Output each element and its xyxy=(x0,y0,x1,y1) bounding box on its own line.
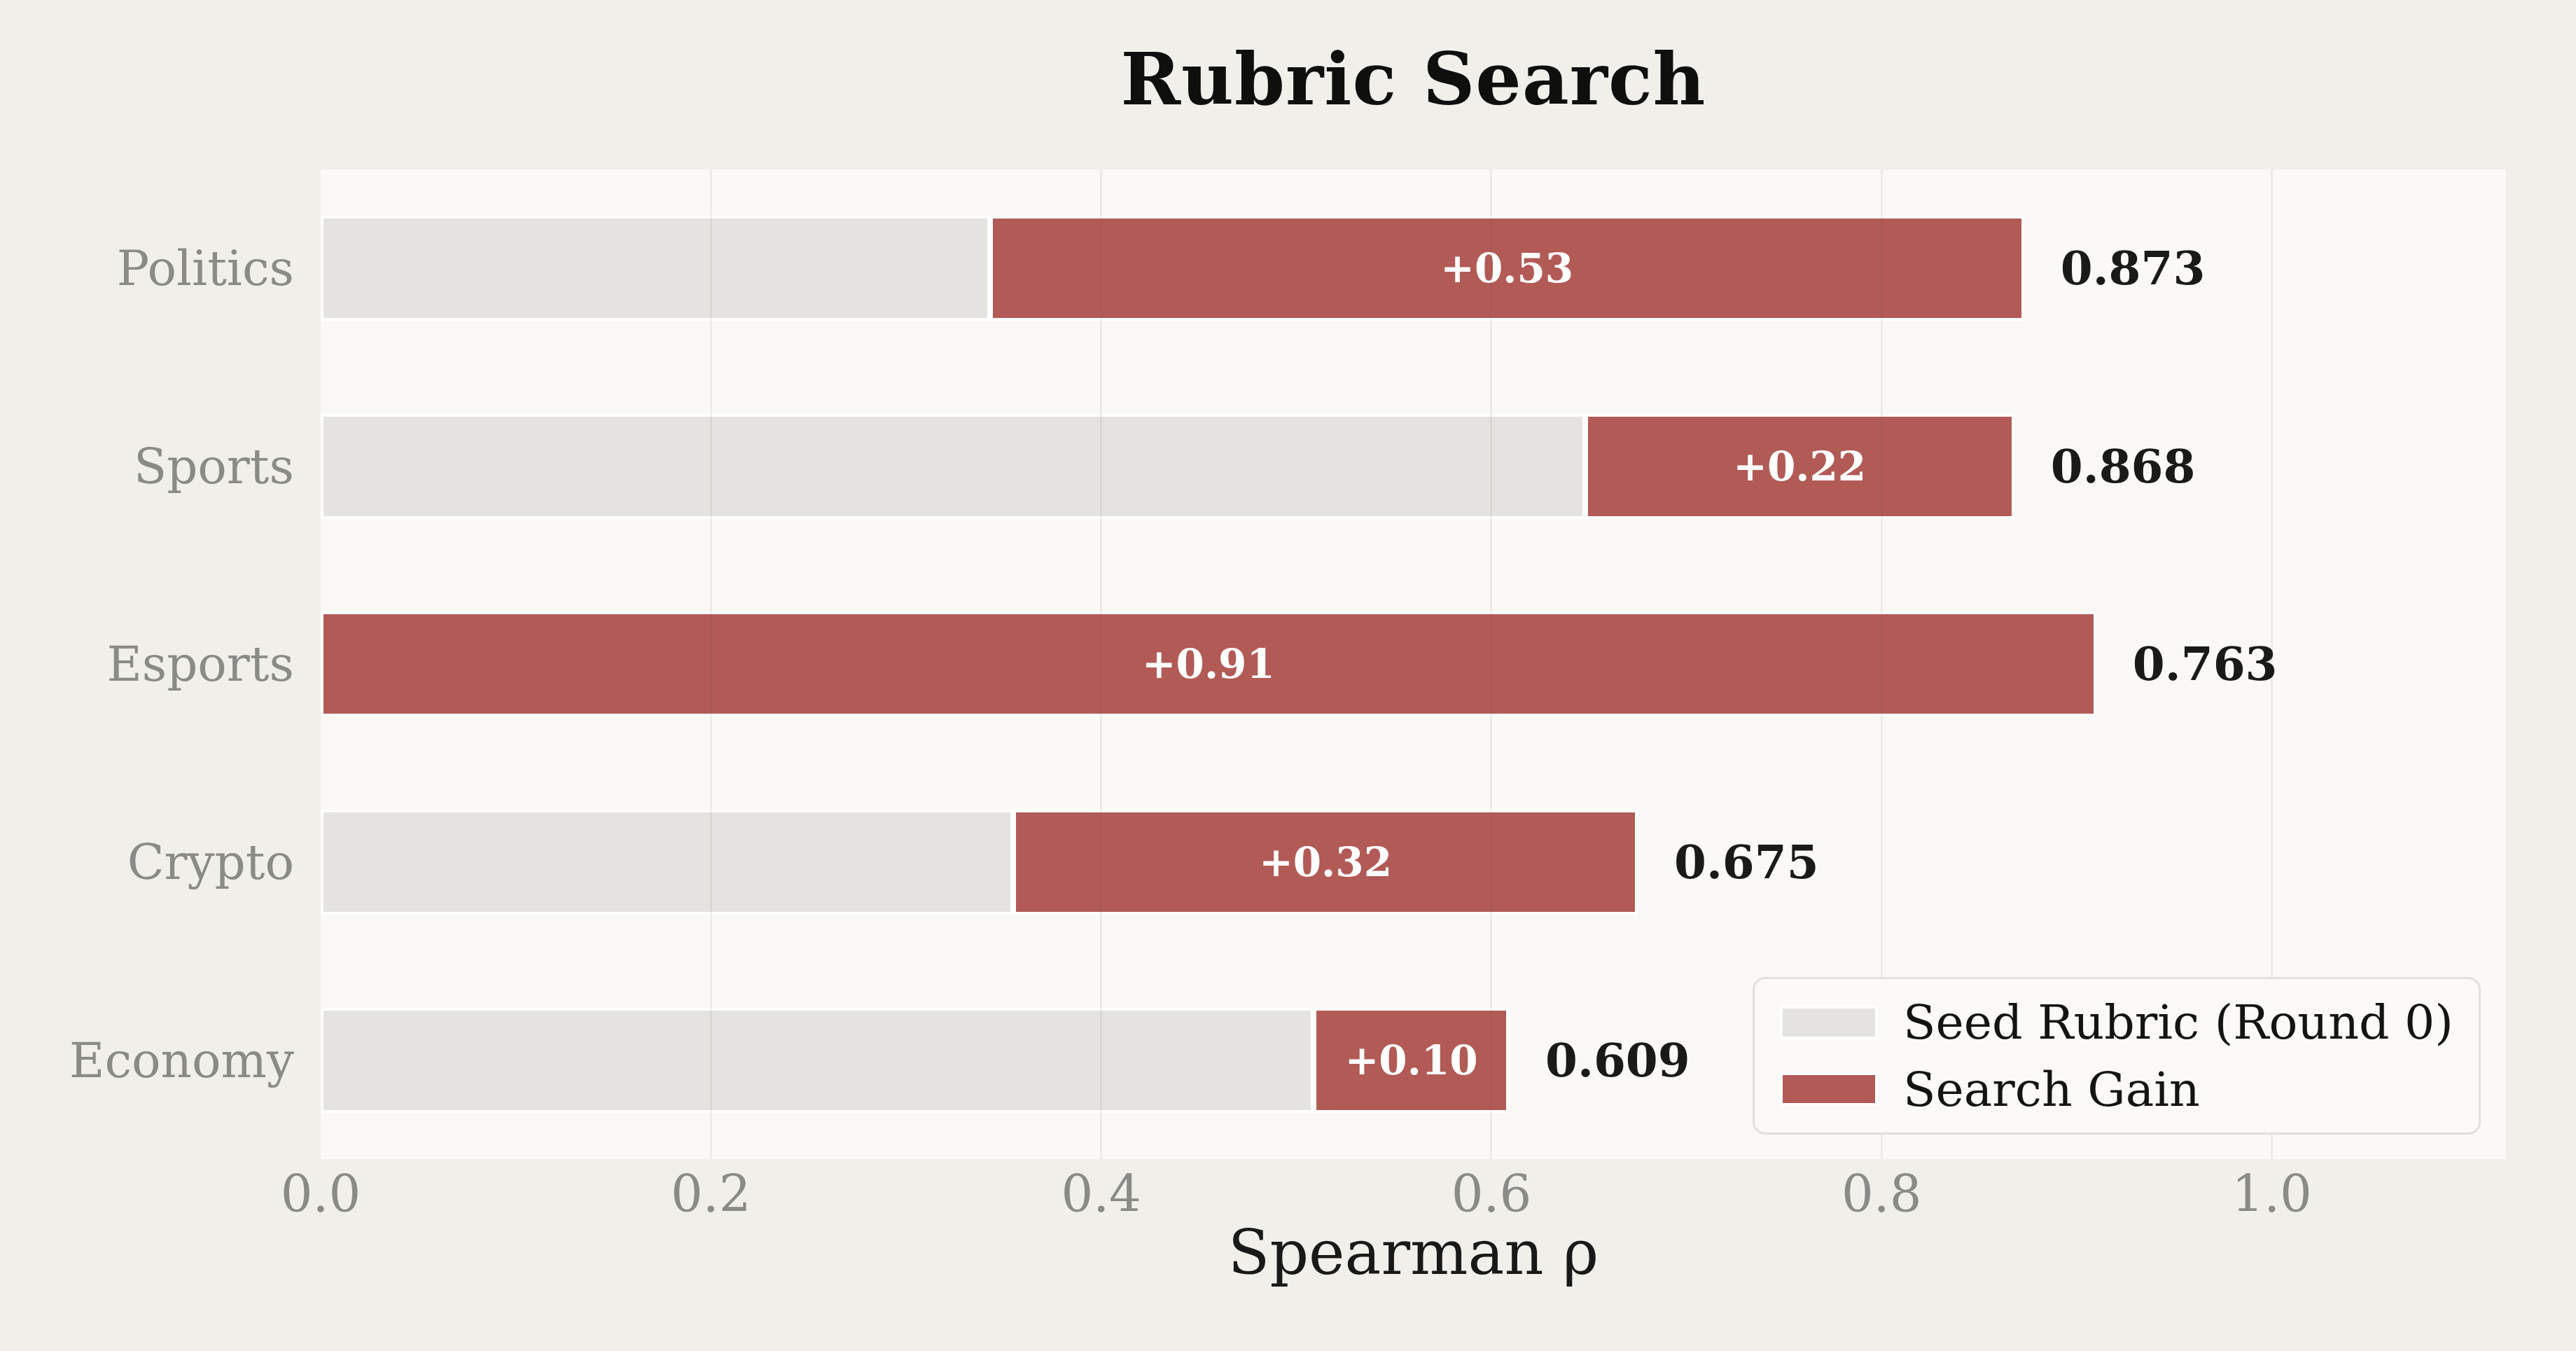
seed-bar-segment xyxy=(321,810,1013,915)
gain-value-label: +0.10 xyxy=(1345,1037,1478,1084)
legend-item-gain: Search Gain xyxy=(1780,1062,2453,1117)
x-axis-label: Spearman ρ xyxy=(321,1217,2506,1289)
gain-bar-segment: +0.53 xyxy=(990,216,2024,321)
category-label: Crypto xyxy=(0,834,294,890)
gain-bar-segment: +0.22 xyxy=(1585,414,2014,519)
legend-item-seed: Seed Rubric (Round 0) xyxy=(1780,995,2453,1050)
bar-row-esports: Esports +0.91 0.763 xyxy=(321,565,2506,763)
category-label: Esports xyxy=(0,636,294,692)
total-value-label: 0.675 xyxy=(1674,835,1819,889)
legend: Seed Rubric (Round 0) Search Gain xyxy=(1753,977,2481,1135)
x-tick: 0.2 xyxy=(671,1165,751,1224)
seed-bar-segment xyxy=(321,1008,1314,1113)
bar-row-politics: Politics +0.53 0.873 xyxy=(321,169,2506,368)
gridline xyxy=(710,169,712,1159)
gain-value-label: +0.53 xyxy=(1440,244,1573,292)
x-tick: 0.6 xyxy=(1451,1165,1532,1224)
legend-label-seed: Seed Rubric (Round 0) xyxy=(1903,995,2453,1050)
seed-bar-segment xyxy=(321,216,990,321)
chart-title: Rubric Search xyxy=(321,36,2506,121)
total-value-label: 0.873 xyxy=(2061,241,2206,296)
x-tick: 0.0 xyxy=(281,1165,361,1224)
x-tick: 0.8 xyxy=(1842,1165,1922,1224)
figure: Rubric Search Politics +0.53 0.873 Sport… xyxy=(0,0,2576,1351)
gain-bar-segment: +0.10 xyxy=(1314,1008,1509,1113)
category-label: Economy xyxy=(0,1032,294,1088)
bar-row-sports: Sports +0.22 0.868 xyxy=(321,368,2506,566)
total-value-label: 0.609 xyxy=(1545,1033,1690,1088)
gridline xyxy=(1100,169,1102,1159)
gain-value-label: +0.32 xyxy=(1259,838,1392,886)
plot-area: Politics +0.53 0.873 Sports +0.22 0.868 … xyxy=(321,169,2506,1159)
gain-bar-segment: +0.32 xyxy=(1013,810,1638,915)
x-tick: 0.4 xyxy=(1061,1165,1141,1224)
category-label: Politics xyxy=(0,240,294,296)
x-tick: 1.0 xyxy=(2232,1165,2312,1224)
gridline xyxy=(1490,169,1492,1159)
total-value-label: 0.868 xyxy=(2051,439,2196,494)
legend-label-gain: Search Gain xyxy=(1903,1062,2200,1117)
seed-bar-segment xyxy=(321,414,1585,519)
bar-row-crypto: Crypto +0.32 0.675 xyxy=(321,763,2506,962)
category-label: Sports xyxy=(0,438,294,494)
total-value-label: 0.763 xyxy=(2133,637,2278,691)
gain-bar-segment: +0.91 xyxy=(321,611,2096,716)
gain-value-label: +0.91 xyxy=(1142,640,1275,688)
gain-value-label: +0.22 xyxy=(1733,443,1866,490)
legend-swatch-gain-icon xyxy=(1780,1072,1878,1106)
legend-swatch-seed-icon xyxy=(1780,1006,1878,1039)
